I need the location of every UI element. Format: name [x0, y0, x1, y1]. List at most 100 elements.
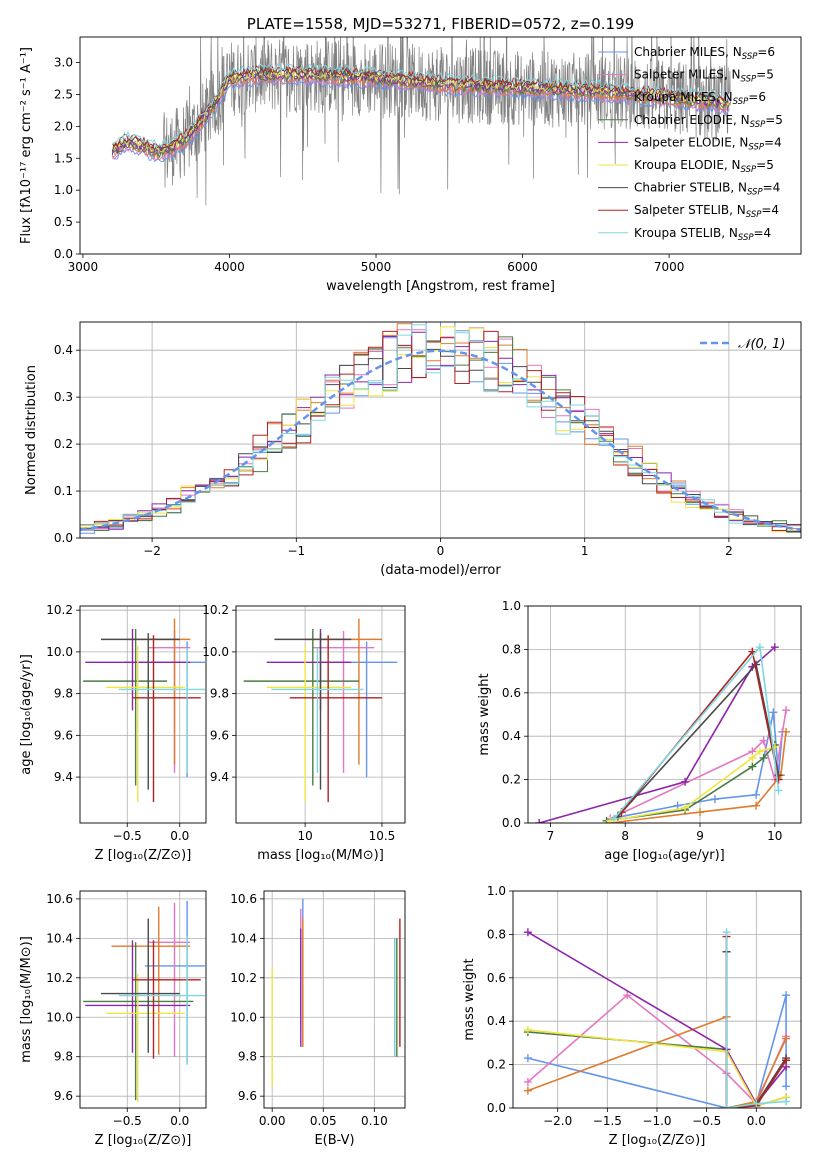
x-tick-label: 0.10	[361, 1114, 388, 1128]
y-tick-label: 9.6	[54, 1089, 73, 1103]
x-tick-label: 6000	[507, 260, 538, 274]
x-axis-label: age [log₁₀(age/yr)]	[604, 848, 725, 863]
series-marker-7	[748, 647, 757, 656]
x-tick-label: 0.0	[170, 1114, 189, 1128]
legend-label-1: Salpeter MILES, NSSP=5	[634, 68, 774, 85]
legend-name: Chabrier STELIB, N	[634, 181, 747, 195]
x-tick-label: −1.0	[642, 1114, 671, 1128]
histogram-step-6	[80, 348, 801, 532]
legend-suffix: =6	[748, 90, 766, 104]
axes-spectrum: 3000 4000 5000 6000 7000 0.0 0.5 1.0 1.5 2.0 2.5 3.…	[19, 15, 802, 294]
y-tick-label: 1.0	[54, 183, 73, 197]
y-tick-label: 0.0	[487, 1101, 506, 1115]
series-marker-5	[523, 1025, 532, 1034]
x-tick-label: 0.0	[170, 829, 189, 843]
model-spectrum-line-4	[111, 71, 730, 156]
x-tick-label: 3000	[68, 260, 99, 274]
y-tick-label: 1.0	[502, 599, 521, 613]
plot-area	[523, 928, 791, 1108]
y-tick-label: 0.0	[54, 247, 73, 261]
series-marker-7	[782, 1056, 791, 1065]
series-marker-0	[782, 991, 791, 1000]
legend-label-6: Chabrier STELIB, NSSP=4	[634, 181, 780, 198]
legend-sub: SSP	[748, 142, 764, 152]
legend-name: Chabrier MILES, N	[634, 45, 742, 59]
series-marker-8	[755, 643, 764, 652]
y-axis-label: Normed distribution	[24, 365, 39, 495]
legend-suffix: =5	[756, 158, 774, 172]
plot-area	[243, 618, 398, 803]
legend-label-3: Chabrier ELODIE, NSSP=5	[634, 113, 783, 130]
legend-suffix: =4	[754, 226, 772, 240]
chart-title: PLATE=1558, MJD=53271, FIBERID=0572, z=0…	[247, 15, 634, 33]
legend-name: Kroupa MILES, N	[634, 90, 733, 104]
series-marker-4	[681, 777, 690, 786]
y-tick-label: 9.8	[54, 687, 73, 701]
y-tick-label: 2.5	[54, 87, 73, 101]
x-tick-label: 0.0	[747, 1114, 766, 1128]
model-spectrum-line-6	[111, 66, 730, 152]
x-axis-label: (data-model)/error	[380, 563, 501, 578]
series-marker-1	[782, 706, 791, 715]
x-tick-label: 10.5	[369, 829, 396, 843]
x-axis-label: E(B-V)	[314, 1133, 354, 1148]
y-tick-label: 9.6	[238, 1089, 257, 1103]
normal-curve-line	[80, 349, 801, 532]
axes-frame	[79, 890, 207, 1109]
y-tick-label: 9.8	[238, 1050, 257, 1064]
legend-sub: SSP	[733, 97, 749, 107]
series-marker-3	[748, 762, 757, 771]
series-marker-7	[774, 775, 783, 784]
y-tick-label: 1.0	[487, 884, 506, 898]
axes-age_vs_Z: −0.5 0.0 9.4 9.6 9.8 10.0 10.2 Z [log₁₀(Z/Z⊙)] a…	[19, 603, 207, 863]
legend-label-8: Kroupa STELIB, NSSP=4	[634, 226, 771, 243]
x-tick-label: 10	[767, 829, 782, 843]
x-axis-label: Z [log₁₀(Z/Z⊙)]	[609, 1133, 706, 1148]
series-marker-2	[696, 808, 705, 817]
axes-frame	[235, 605, 406, 824]
y-tick-label: 10.6	[46, 892, 73, 906]
y-tick-label: 10.0	[202, 645, 229, 659]
legend-label-2: Kroupa MILES, NSSP=6	[634, 90, 766, 107]
x-axis-label: mass [log₁₀(M/M⊙)]	[257, 848, 384, 863]
series-marker-0	[769, 708, 778, 717]
y-tick-label: 0.4	[54, 343, 73, 357]
y-tick-label: 9.8	[54, 1050, 73, 1064]
histogram-step-8	[80, 324, 801, 531]
axes-mass_vs_ebv: 0.00 0.05 0.10 9.6 9.8 10.0 10.2 10.4 10.6 E(B-V)	[230, 890, 406, 1148]
x-tick-label: 9	[696, 829, 704, 843]
x-tick-label: −0.5	[113, 829, 142, 843]
legend-sub: SSP	[742, 52, 758, 62]
x-tick-label: 0	[437, 544, 445, 558]
series-marker-2	[782, 727, 791, 736]
x-tick-label: 7000	[654, 260, 685, 274]
series-marker-0	[523, 1054, 532, 1063]
legend-label-0: Chabrier MILES, NSSP=6	[634, 45, 775, 62]
y-tick-label: 9.6	[210, 728, 229, 742]
y-tick-label: 0.2	[54, 437, 73, 451]
legend-suffix: =4	[763, 181, 781, 195]
series-line-4	[538, 646, 776, 823]
series-line-8	[725, 932, 787, 1108]
model-spectrum-line-0	[112, 77, 730, 163]
y-tick-label: 10.4	[230, 931, 257, 945]
y-tick-label: 10.2	[46, 603, 73, 617]
series-marker-8	[722, 1104, 731, 1108]
legend-suffix: =4	[764, 135, 782, 149]
x-tick-label: −2.0	[543, 1114, 572, 1128]
legend-label-4: Salpeter ELODIE, NSSP=4	[634, 135, 782, 152]
axes-mass_vs_Z: −0.5 0.0 9.6 9.8 10.0 10.2 10.4 10.6 Z [log₁₀(Z/…	[19, 890, 207, 1148]
x-axis-label: Z [log₁₀(Z/Z⊙)]	[95, 1133, 192, 1148]
legend-sub: SSP	[747, 188, 763, 198]
series-marker-1	[523, 1077, 532, 1086]
legend-sub: SSP	[746, 210, 762, 220]
x-axis-label: Z [log₁₀(Z/Z⊙)]	[95, 848, 192, 863]
x-tick-label: −1	[287, 544, 305, 558]
series-marker-0	[752, 790, 761, 799]
legend-label-5: Kroupa ELODIE, NSSP=5	[634, 158, 774, 175]
legend-label-7: Salpeter STELIB, NSSP=4	[634, 203, 779, 220]
axes-age_vs_mass: 10 10.5 9.4 9.6 9.8 10.0 10.2 mass [log₁₀(M/M⊙)…	[202, 603, 406, 863]
x-tick-label: 10	[297, 829, 312, 843]
legend-suffix: =4	[761, 203, 779, 217]
series-marker-1	[759, 736, 768, 745]
